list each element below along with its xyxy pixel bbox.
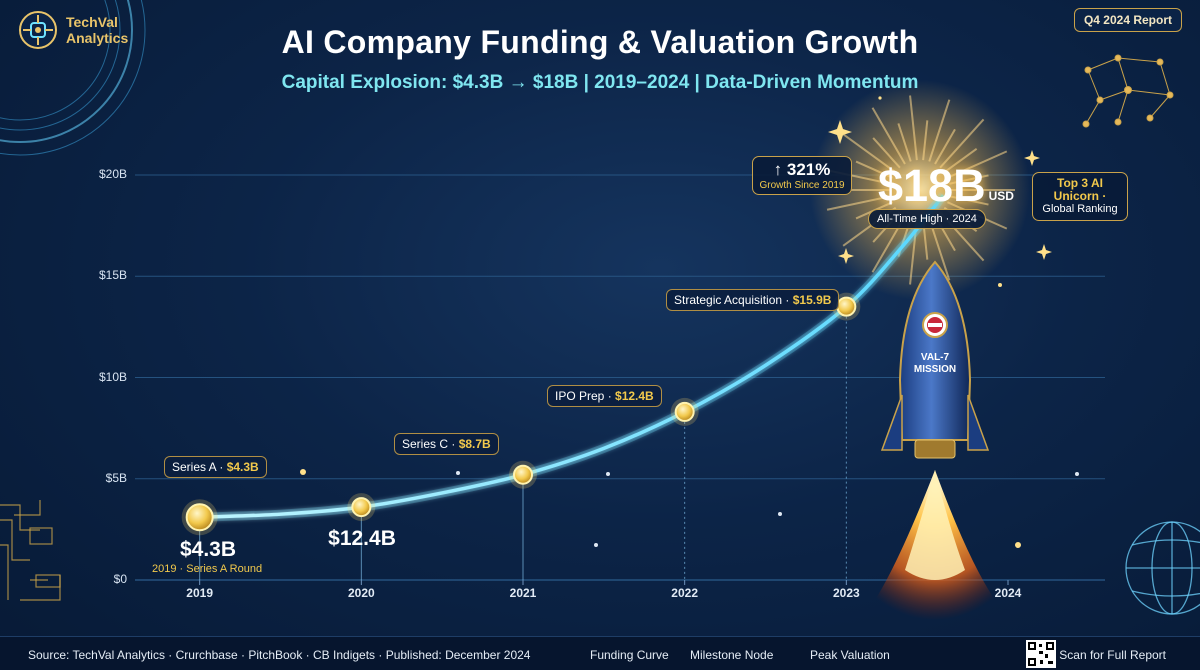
scan-report-link[interactable]: Scan for Full Report [1059, 648, 1166, 662]
footer-bar [0, 636, 1200, 670]
y-tick-label: $0 [113, 572, 127, 586]
corner-rings [0, 0, 146, 156]
first-value-note: 2019 · Series A Round [152, 563, 263, 575]
peak-value-group: $18B USD [878, 160, 1014, 212]
legend-peak-valuation: Peak Valuation [810, 648, 890, 662]
callout-series-c-value: $8.7B [458, 437, 491, 451]
rocket-label-line2: MISSION [913, 364, 957, 375]
rocket-label-line1: VAL-7 [920, 352, 950, 363]
milestone-node [674, 401, 695, 422]
burst-ray [934, 128, 956, 165]
brand-name-line1: TechVal [66, 14, 118, 30]
y-tick-label: $5B [105, 470, 127, 485]
second-value-label: $12.4B [328, 527, 396, 550]
milestone-node [836, 296, 857, 317]
funding-curve-layer [199, 192, 947, 522]
callout-series-a-label: Series A · [172, 460, 227, 474]
legend-funding-curve-label: Funding Curve [590, 648, 669, 662]
burst-ray [897, 123, 912, 162]
x-tick-label: 2023 [832, 586, 860, 600]
circuit-decoration [0, 500, 61, 601]
brand-name: TechVal Analytics [66, 14, 128, 46]
y-tick-label: $10B [98, 369, 127, 384]
sparkles [300, 96, 1079, 548]
burst-ray [842, 133, 897, 174]
callout-acquisition-label: Strategic Acquisition · [674, 293, 793, 307]
brand: TechVal Analytics [18, 10, 128, 50]
milestone-node [351, 497, 372, 518]
chart-subtitle: Capital Explosion: $4.3B → $18B | 2019–2… [281, 72, 919, 93]
burst-ray [946, 150, 1008, 179]
y-tick-label: $20B [98, 167, 127, 181]
milestone-node [185, 503, 214, 532]
milestone-droplines [199, 306, 847, 580]
y-tick-label: $15B [98, 268, 127, 283]
legend-milestone-node-label: Milestone Node [690, 648, 774, 662]
callout-series-a: Series A · $4.3B [164, 456, 267, 478]
burst-ray [949, 195, 989, 206]
callout-series-a-value: $4.3B [226, 460, 259, 474]
legend-funding-curve: Funding Curve [590, 648, 669, 662]
growth-badge: ↑ 321% Growth Since 2019 [752, 156, 852, 195]
burst-ray [871, 107, 906, 165]
network-decoration [1082, 54, 1174, 128]
burst-ray [949, 174, 989, 185]
rocket-illustration [875, 260, 995, 620]
brand-logo-icon [19, 11, 57, 49]
burst-ray [928, 99, 951, 162]
burst-ray [939, 118, 985, 169]
x-tick-label: 2024 [994, 586, 1022, 600]
first-value-label: $4.3B [179, 538, 237, 561]
callout-ipo-prep: IPO Prep · $12.4B [547, 385, 662, 407]
callout-series-c-label: Series C · [402, 437, 459, 451]
callout-strategic-acquisition: Strategic Acquisition · $15.9B [666, 289, 840, 311]
report-badge: Q4 2024 Report [1073, 8, 1182, 32]
funding-curve [199, 194, 945, 519]
qr-code-icon[interactable] [1026, 640, 1056, 668]
rank-badge: Top 3 AI Unicorn · Global Ranking [1032, 172, 1128, 221]
growth-value: ↑ 321% [773, 160, 831, 179]
peak-note: All-Time High · 2024 [868, 209, 986, 229]
callout-acquisition-value: $15.9B [792, 293, 832, 307]
globe-icon [1125, 521, 1200, 615]
milestone-node [513, 464, 533, 485]
peak-unit: USD [988, 189, 1014, 203]
x-tick-label: 2020 [347, 586, 375, 600]
burst-ray [872, 137, 901, 169]
legend-peak-valuation-label: Peak Valuation [810, 648, 890, 662]
burst-ray [922, 120, 929, 161]
callout-series-c: Series C · $8.7B [394, 433, 499, 455]
burst-ray [943, 148, 978, 174]
burst-ray [855, 160, 894, 179]
burst-ray [909, 95, 918, 161]
rank-line2: Unicorn · [1053, 189, 1107, 203]
rank-line3: Global Ranking [1042, 203, 1118, 215]
footer-source: Source: TechVal Analytics · Crurchbase ·… [28, 648, 531, 662]
callout-ipo-prep-value: $12.4B [615, 389, 654, 403]
rocket-label: VAL-7 MISSION [905, 352, 965, 376]
growth-note: Growth Since 2019 [759, 180, 845, 191]
peak-value: $18B [878, 160, 986, 211]
x-tick-label: 2019 [186, 586, 213, 600]
x-tick-label: 2021 [509, 586, 537, 600]
milestone-nodes [181, 292, 861, 536]
rank-line1: Top 3 AI [1057, 176, 1103, 190]
burst-ray [826, 195, 891, 211]
callout-ipo-prep-label: IPO Prep · [555, 389, 616, 403]
chart-title: AI Company Funding & Valuation Growth [281, 24, 919, 60]
x-tick-label: 2022 [671, 586, 698, 600]
brand-name-line2: Analytics [66, 30, 129, 46]
legend-milestone-node: Milestone Node [690, 648, 773, 662]
